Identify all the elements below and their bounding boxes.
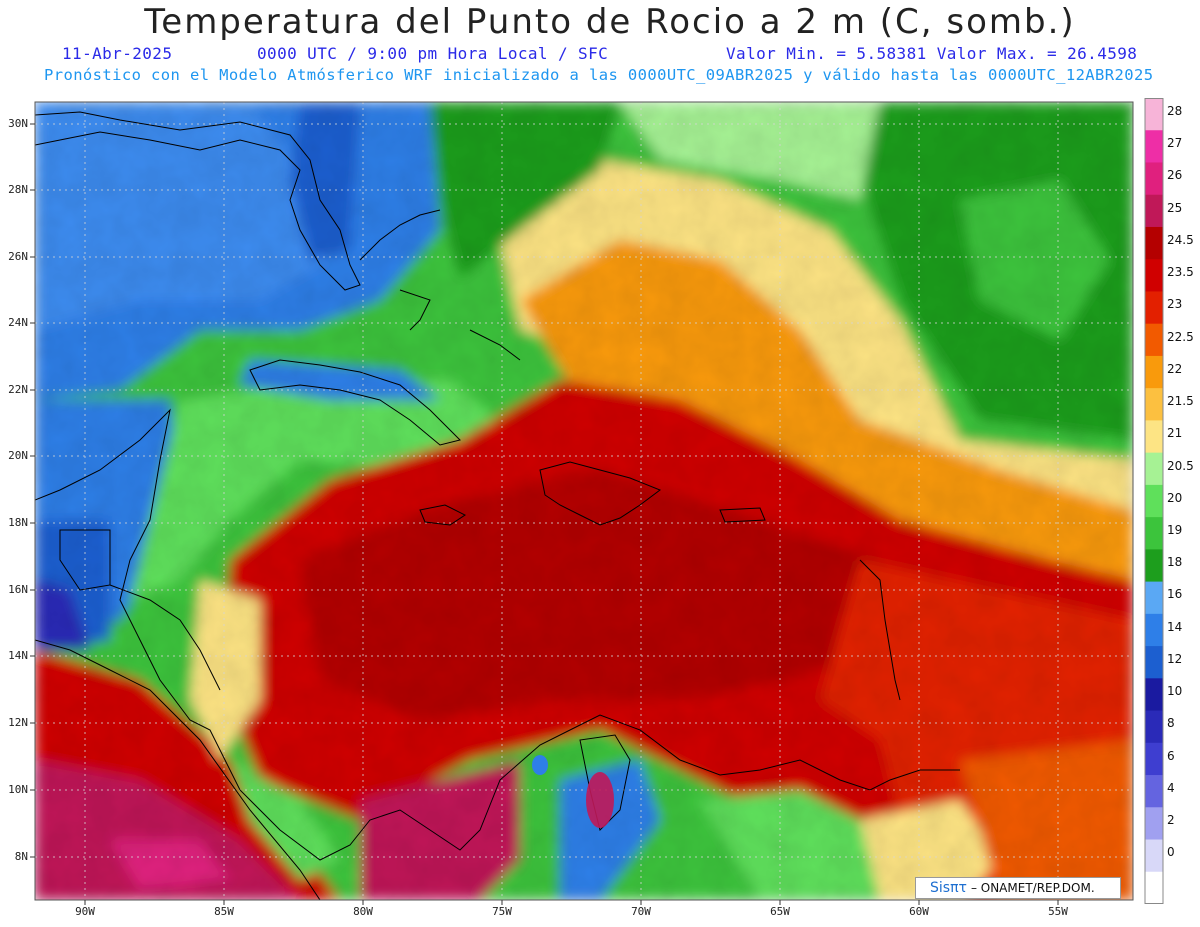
credit-box: Sisπτ – ONAMET/REP.DOM.	[915, 877, 1121, 899]
lon-label: 85W	[214, 905, 234, 918]
colorbar-segment	[1145, 388, 1163, 421]
colorbar-segment	[1145, 355, 1163, 389]
colorbar-label: 2	[1167, 813, 1175, 828]
valid-date: 11-Abr-2025	[62, 44, 173, 63]
colorbar-label: 23	[1167, 297, 1183, 312]
colorbar-label: 10	[1167, 684, 1183, 699]
colorbar-segment	[1145, 420, 1163, 454]
colorbar-segment	[1145, 807, 1163, 841]
lon-label: 80W	[353, 905, 373, 918]
lon-label: 70W	[631, 905, 651, 918]
colorbar-segment	[1145, 452, 1163, 486]
credit-text: – ONAMET/REP.DOM.	[970, 881, 1095, 895]
colorbar	[1144, 98, 1164, 904]
lat-label: 24N	[8, 316, 28, 329]
lon-label: 75W	[492, 905, 512, 918]
colorbar-segment	[1145, 775, 1163, 808]
colorbar-segment	[1145, 871, 1163, 904]
colorbar-label: 12	[1167, 651, 1183, 666]
colorbar-segment	[1145, 517, 1163, 550]
colorbar-label: 19	[1167, 523, 1183, 538]
colorbar-segment	[1145, 162, 1163, 196]
colorbar-label: 24.5	[1167, 232, 1194, 247]
colorbar-segment	[1145, 613, 1163, 647]
colorbar-segment	[1145, 323, 1163, 357]
lat-label: 14N	[8, 649, 28, 662]
colorbar-label: 8	[1167, 716, 1175, 731]
colorbar-label: 4	[1167, 780, 1175, 795]
colorbar-label: 27	[1167, 136, 1183, 151]
map-title: Temperatura del Punto de Rocio a 2 m (C,…	[144, 2, 1076, 42]
colorbar-label: 6	[1167, 748, 1175, 763]
colorbar-label: 0	[1167, 845, 1175, 860]
lat-label: 18N	[8, 516, 28, 529]
colorbar-label: 20	[1167, 490, 1183, 505]
forecast-info: Pronóstico con el Modelo Atmósferico WRF…	[44, 66, 1154, 84]
lat-label: 30N	[8, 117, 28, 130]
colorbar-segment	[1145, 484, 1163, 518]
lat-label: 22N	[8, 383, 28, 396]
colorbar-segment	[1145, 646, 1163, 679]
lat-label: 12N	[8, 716, 28, 729]
colorbar-segment	[1145, 581, 1163, 615]
colorbar-label: 23.5	[1167, 265, 1194, 280]
colorbar-segment	[1145, 291, 1163, 325]
lat-label: 10N	[8, 783, 28, 796]
colorbar-segment	[1145, 549, 1163, 583]
colorbar-segment	[1145, 194, 1163, 228]
lat-label: 28N	[8, 183, 28, 196]
colorbar-segment	[1145, 259, 1163, 292]
colorbar-label: 16	[1167, 587, 1183, 602]
lon-label: 65W	[770, 905, 790, 918]
colorbar-segment	[1145, 226, 1163, 260]
colorbar-segment	[1145, 678, 1163, 712]
min-max-values: Valor Min. = 5.58381 Valor Max. = 26.459…	[726, 44, 1138, 63]
colorbar-segment	[1145, 130, 1163, 163]
colorbar-segment	[1145, 839, 1163, 873]
valid-time: 0000 UTC / 9:00 pm Hora Local / SFC	[257, 44, 609, 63]
colorbar-segment	[1145, 742, 1163, 776]
sispi-logo: Sisπτ	[930, 880, 967, 896]
colorbar-label: 21	[1167, 426, 1183, 441]
lon-label: 90W	[75, 905, 95, 918]
colorbar-label: 25	[1167, 200, 1183, 215]
colorbar-label: 22	[1167, 361, 1183, 376]
lat-label: 20N	[8, 449, 28, 462]
colorbar-label: 26	[1167, 168, 1183, 183]
colorbar-label: 22.5	[1167, 329, 1194, 344]
colorbar-label: 14	[1167, 619, 1183, 634]
colorbar-label: 18	[1167, 555, 1183, 570]
colorbar-segment	[1145, 98, 1163, 131]
colorbar-label: 20.5	[1167, 458, 1194, 473]
lat-label: 16N	[8, 583, 28, 596]
colorbar-segment	[1145, 710, 1163, 744]
colorbar-label: 28	[1167, 103, 1183, 118]
lat-label: 8N	[14, 850, 28, 863]
colorbar-label: 21.5	[1167, 394, 1194, 409]
lon-label: 60W	[909, 905, 929, 918]
lat-label: 26N	[8, 250, 28, 263]
lon-label: 55W	[1048, 905, 1068, 918]
